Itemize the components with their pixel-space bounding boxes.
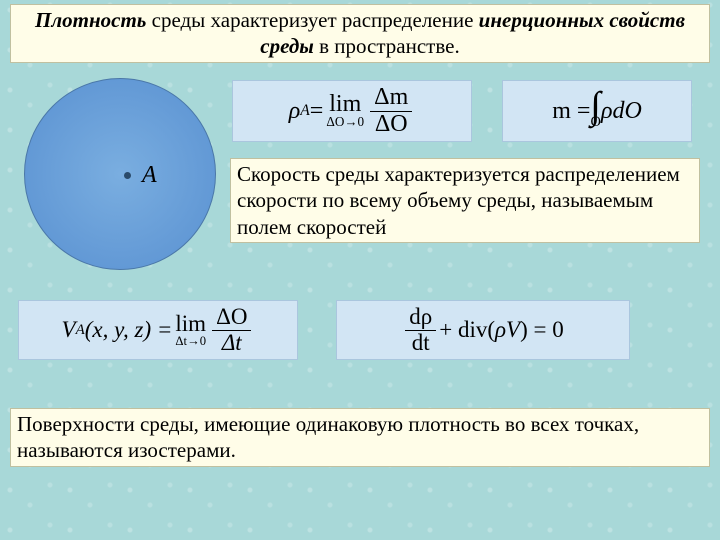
f3-lhs-sub: A — [76, 322, 85, 339]
medium-circle — [24, 78, 216, 270]
f4-rhov: ρV — [495, 317, 520, 343]
desc-text: Скорость среды характеризуется распредел… — [237, 162, 680, 239]
header-p4: в пространстве. — [314, 34, 460, 58]
f1-lhs-base: ρ — [289, 98, 301, 125]
formula-continuity: dρ dt + div(ρV) = 0 — [336, 300, 630, 360]
f1-lim: lim ΔO→0 — [326, 93, 364, 128]
f4-tail: ) = 0 — [520, 317, 564, 343]
f3-den: Δt — [218, 331, 246, 355]
f3-num: ΔO — [212, 305, 251, 330]
f1-lim-under: ΔO→0 — [326, 116, 364, 129]
f4-num: dρ — [405, 305, 436, 330]
f4-frac: dρ dt — [405, 305, 436, 354]
f2-integrand: ρdO — [601, 98, 642, 125]
f3-lim-under: Δt→0 — [175, 335, 206, 347]
velocity-description: Скорость среды характеризуется распредел… — [230, 158, 700, 243]
header-p1: Плотность — [35, 8, 146, 32]
f1-frac: Δm ΔO — [370, 85, 412, 136]
footer-content: Поверхности среды, имеющие одинаковую пл… — [17, 412, 639, 462]
footer-text: Поверхности среды, имеющие одинаковую пл… — [10, 408, 710, 467]
f4-plus: + div( — [439, 317, 495, 343]
f4-den: dt — [408, 331, 434, 355]
f3-lim: lim Δt→0 — [175, 313, 206, 347]
f2-lhs: m = — [552, 98, 590, 125]
point-a-label: A — [142, 162, 157, 189]
f3-frac: ΔO Δt — [212, 305, 251, 354]
f3-lim-word: lim — [175, 313, 206, 335]
f1-den: ΔO — [371, 112, 412, 137]
f1-eq: = — [310, 98, 324, 125]
header-text: Плотность среды характеризует распределе… — [10, 4, 710, 63]
formula-density-limit: ρA = lim ΔO→0 Δm ΔO — [232, 80, 472, 142]
f1-num: Δm — [370, 85, 412, 111]
f2-int-low: O — [590, 117, 600, 127]
f1-lim-word: lim — [329, 93, 361, 116]
point-a-dot — [124, 172, 131, 179]
f3-lhs: V — [62, 317, 76, 343]
f3-args: (x, y, z) = — [85, 317, 173, 343]
f1-lhs-sub: A — [300, 102, 310, 120]
formula-mass-integral: m = ∫ O ρdO — [502, 80, 692, 142]
formula-velocity-limit: VA (x, y, z) = lim Δt→0 ΔO Δt — [18, 300, 298, 360]
header-p2: среды характеризует распределение — [146, 8, 478, 32]
f2-int: ∫ O — [590, 93, 601, 130]
